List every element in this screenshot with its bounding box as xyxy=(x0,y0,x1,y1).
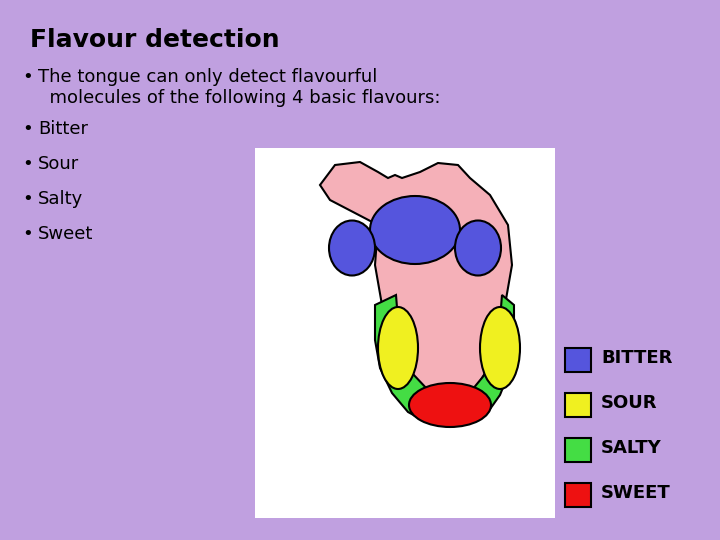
Text: BITTER: BITTER xyxy=(601,349,672,367)
Ellipse shape xyxy=(480,307,520,389)
Text: •: • xyxy=(22,190,32,208)
Text: SOUR: SOUR xyxy=(601,394,657,412)
Text: Bitter: Bitter xyxy=(38,120,88,138)
Ellipse shape xyxy=(455,220,501,275)
Polygon shape xyxy=(320,162,512,418)
Text: The tongue can only detect flavourful
  molecules of the following 4 basic flavo: The tongue can only detect flavourful mo… xyxy=(38,68,441,107)
Ellipse shape xyxy=(329,220,375,275)
Text: SALTY: SALTY xyxy=(601,439,662,457)
Ellipse shape xyxy=(370,196,460,264)
Text: •: • xyxy=(22,68,32,86)
Ellipse shape xyxy=(409,383,491,427)
Text: Sour: Sour xyxy=(38,155,79,173)
Text: Flavour detection: Flavour detection xyxy=(30,28,279,52)
Polygon shape xyxy=(375,295,514,426)
Text: •: • xyxy=(22,120,32,138)
Text: SWEET: SWEET xyxy=(601,484,671,502)
Text: Sweet: Sweet xyxy=(38,225,94,243)
Ellipse shape xyxy=(378,307,418,389)
FancyBboxPatch shape xyxy=(565,438,591,462)
FancyBboxPatch shape xyxy=(565,348,591,372)
Text: Salty: Salty xyxy=(38,190,84,208)
Text: •: • xyxy=(22,155,32,173)
FancyBboxPatch shape xyxy=(255,148,555,518)
FancyBboxPatch shape xyxy=(565,393,591,417)
Text: •: • xyxy=(22,225,32,243)
FancyBboxPatch shape xyxy=(565,483,591,507)
